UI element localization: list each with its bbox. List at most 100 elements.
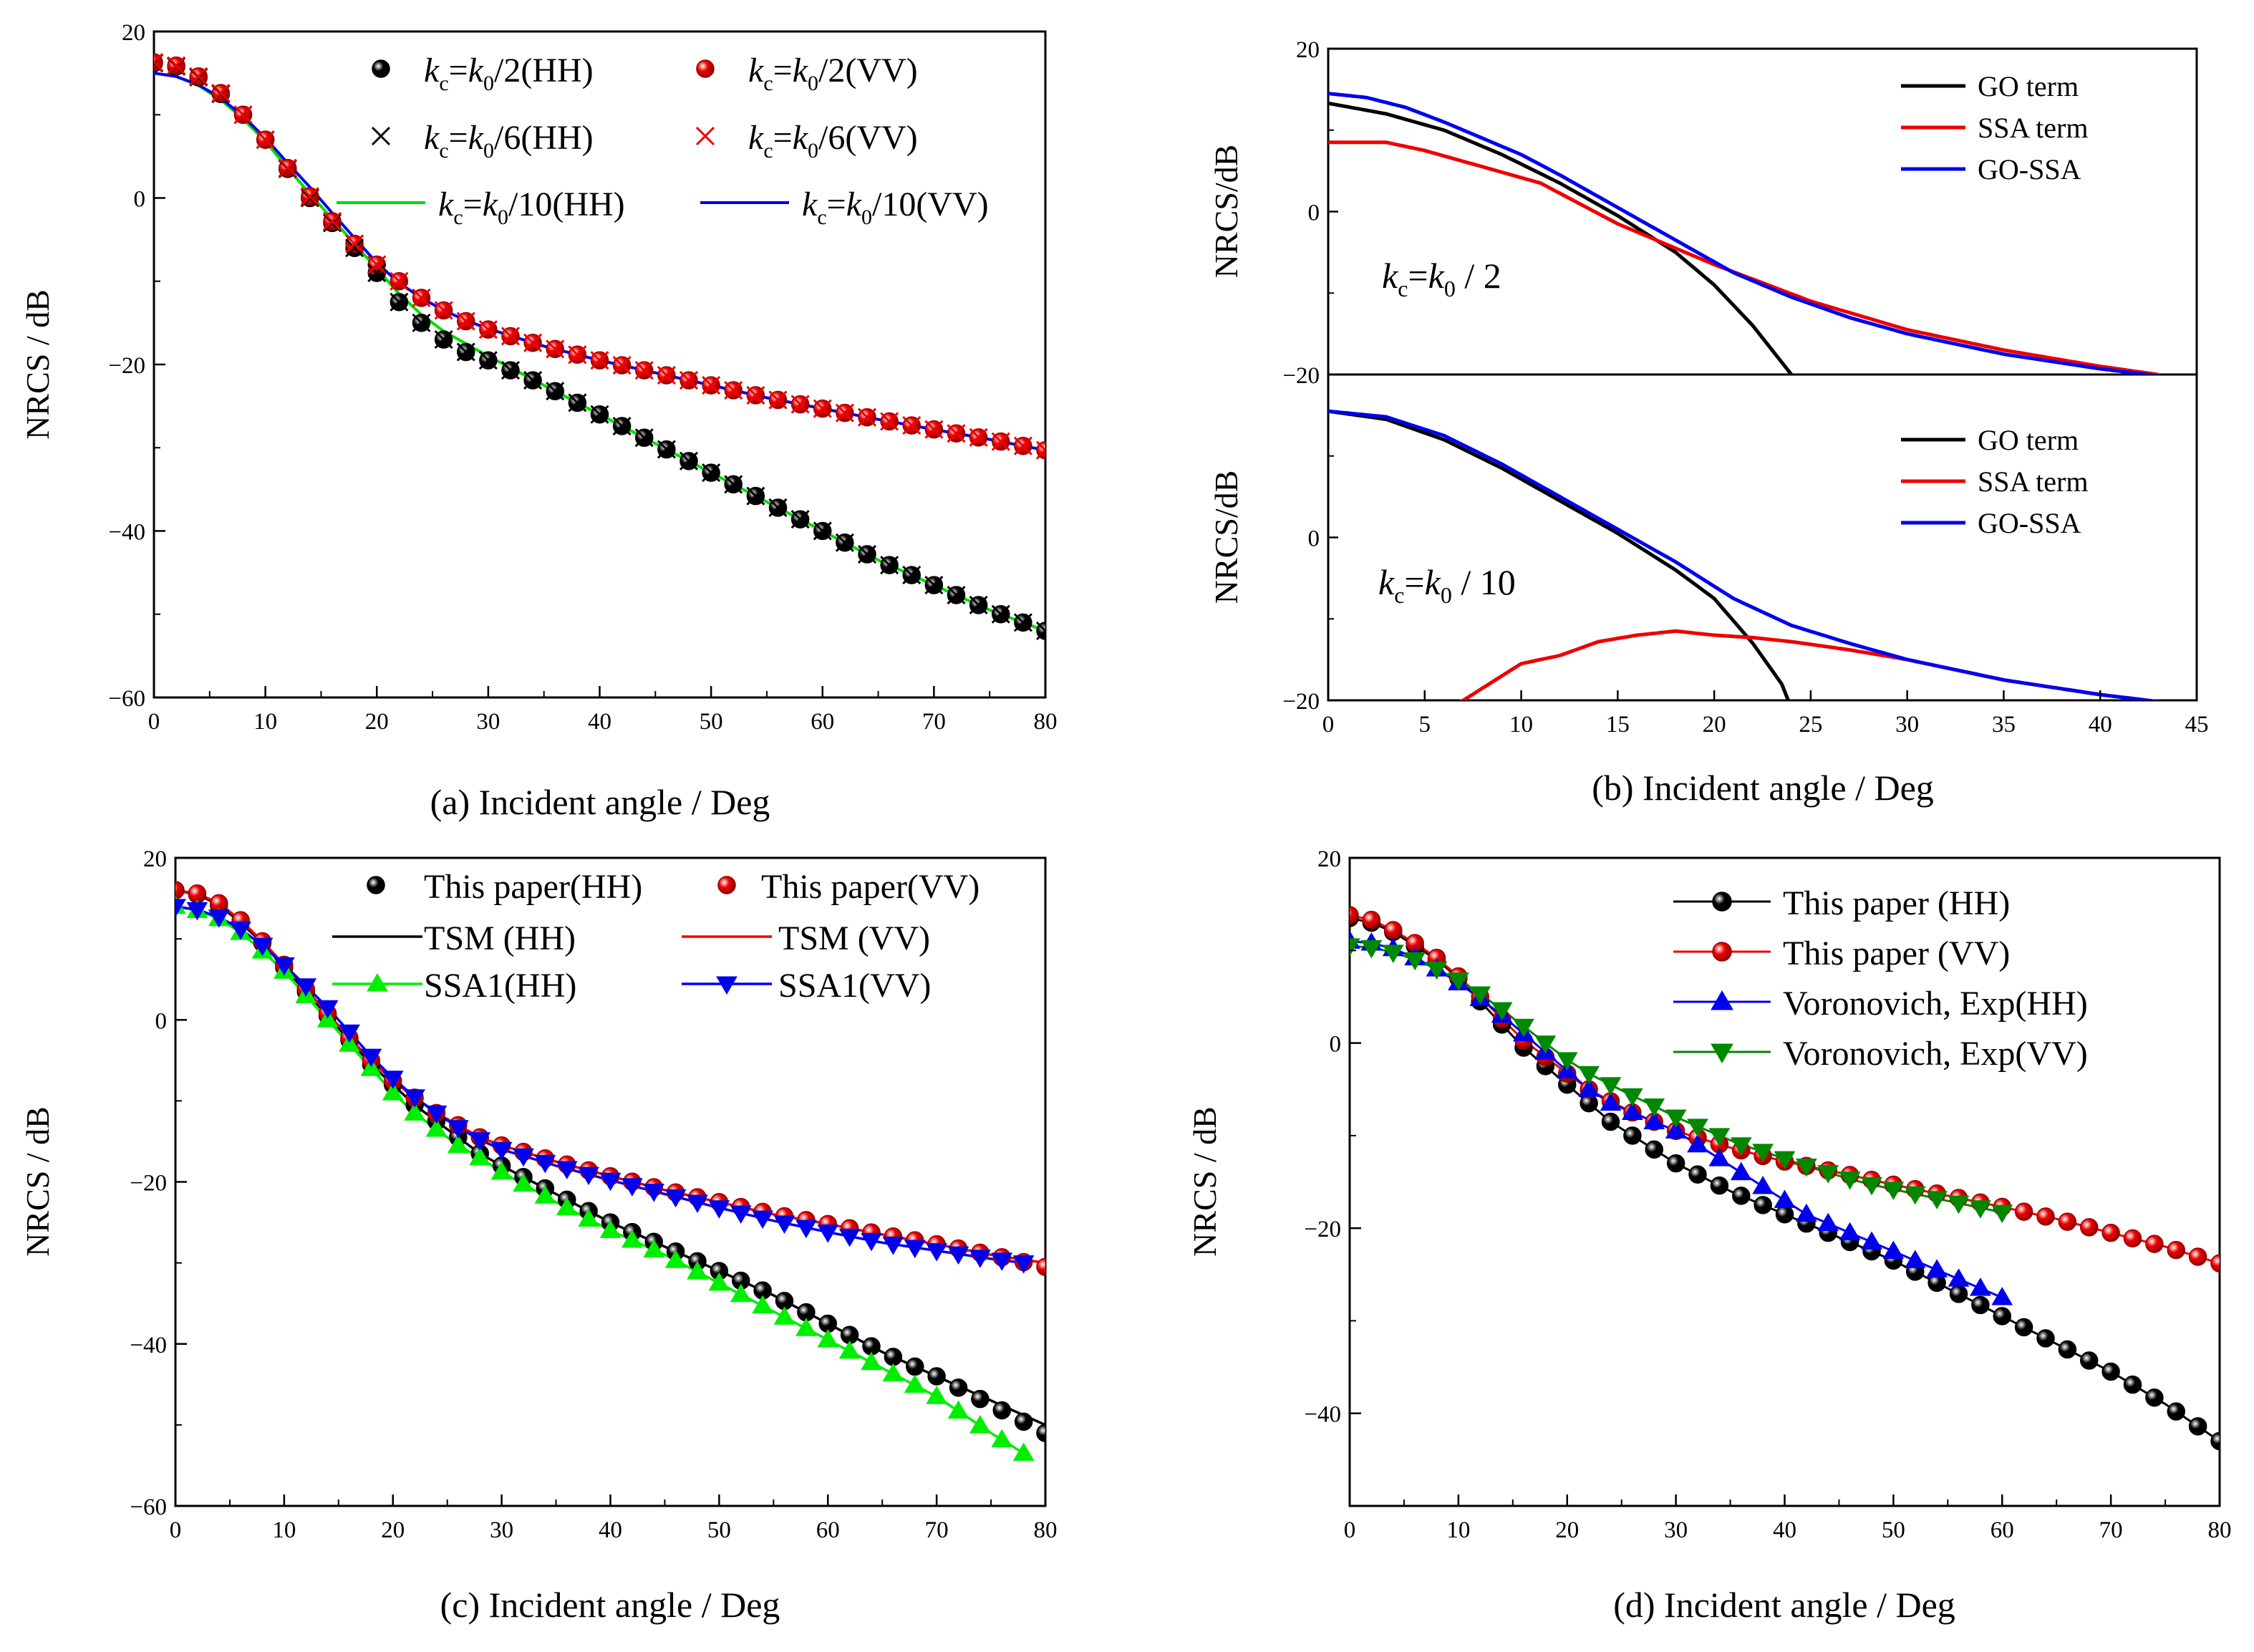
panel-a-x-tick-label: 80: [1034, 709, 1058, 735]
data-point-cross-vv: [657, 366, 676, 385]
data-point-vor-hh: [1817, 1212, 1839, 1232]
data-point-cross-hh: [1035, 621, 1045, 641]
data-point-ssa-hh: [513, 1173, 534, 1192]
panel-c-y-tick-label: −40: [130, 1333, 167, 1358]
data-point-cross-hh: [947, 585, 966, 605]
panel-b-y-tick-label: 20: [1296, 37, 1320, 63]
panel-c-x-tick-label: 80: [1034, 1517, 1058, 1543]
data-point-ssa-hh: [382, 1082, 404, 1101]
data-point-ssa-hh: [448, 1134, 469, 1154]
data-point-hh: [1732, 1187, 1751, 1205]
data-point-vor-vv: [1404, 952, 1426, 971]
data-point-cross-hh: [679, 451, 699, 470]
legend-label: SSA1(VV): [778, 967, 931, 1005]
panel-a-y-tick-label: −60: [108, 686, 145, 712]
data-point-cross-vv: [1035, 440, 1045, 460]
data-point-ssa-vv: [904, 1240, 926, 1259]
data-point-vor-vv: [1382, 945, 1404, 963]
data-point-hh: [1645, 1140, 1663, 1159]
legend-ratio: /6(HH): [494, 119, 594, 157]
legend-ratio: /2(VV): [818, 52, 918, 90]
panel-b-caption: (b) Incident angle / Deg: [1592, 768, 1934, 808]
data-point-ssa-hh: [773, 1306, 795, 1325]
panel-c-x-tick-label: 30: [490, 1517, 513, 1543]
data-point-cross-hh: [790, 510, 810, 529]
data-point-cross-vv: [390, 271, 409, 291]
data-point-vor-vv: [1817, 1165, 1839, 1184]
panel-d-plot-area: [1350, 906, 2220, 1451]
legend-label: GO term: [1978, 70, 2079, 102]
data-point-cross-vv: [500, 327, 521, 346]
data-point-cross-hh: [612, 416, 632, 436]
data-point-cross-vv: [612, 356, 632, 375]
panel-a-x-tick-label: 0: [148, 709, 160, 735]
data-point-cross-vv: [679, 371, 699, 390]
data-point-vor-hh: [1970, 1277, 1991, 1296]
legend-ratio: /6(VV): [818, 119, 918, 157]
data-point-ssa-vv: [838, 1229, 861, 1247]
data-point-ssa-vv: [643, 1184, 665, 1202]
panel-c-caption: (c) Incident angle / Deg: [440, 1585, 780, 1625]
legend-symbol-k: k: [424, 119, 440, 157]
legend-marker: [367, 973, 388, 992]
data-point-vor-hh: [1926, 1259, 1948, 1277]
legend-label: GO term: [1978, 424, 2079, 456]
data-point-hh: [1014, 1412, 1033, 1431]
data-point-ssa-hh: [643, 1239, 665, 1258]
panel-a-y-tick-label: −40: [108, 520, 145, 546]
legend-label: SSA term: [1978, 465, 2088, 498]
legend-marker: [1711, 1043, 1733, 1064]
panel-d-x-tick-label: 80: [2208, 1517, 2232, 1543]
data-point-vv: [1036, 1257, 1045, 1277]
data-point-vor-hh: [1643, 1111, 1665, 1129]
data-point-vor-vv: [1513, 1018, 1534, 1038]
panel-b-bottom-annotation: kc=k0 / 10: [1378, 562, 1516, 608]
data-point-vor-vv: [1796, 1159, 1817, 1177]
data-point-vor-vv: [1600, 1077, 1622, 1096]
data-point-vor-hh: [1774, 1189, 1796, 1208]
data-point-ssa-vv: [295, 978, 317, 997]
panel-b-x-tick-label: 20: [1703, 712, 1726, 738]
data-point-ssa-hh: [947, 1400, 969, 1419]
data-point-cross-vv: [813, 399, 832, 418]
data-point-vor-vv: [1622, 1088, 1643, 1107]
data-point-ssa-vv: [621, 1178, 643, 1197]
data-point-ssa-hh: [404, 1102, 425, 1121]
legend-label: This paper(HH): [424, 868, 642, 906]
data-point-vor-vv: [1752, 1144, 1774, 1162]
data-point-hh: [2058, 1340, 2077, 1359]
data-point-hh: [2145, 1388, 2164, 1407]
legend-label: Voronovich, Exp(VV): [1783, 1035, 2088, 1073]
legend-ratio: /10(HH): [508, 185, 625, 223]
data-point-cross-hh: [857, 544, 877, 564]
panel-d-x-tick-label: 60: [1991, 1517, 2014, 1543]
data-point-cross-vv: [991, 432, 1010, 451]
panel-d: 0 10 20 30 40 50 60 70 80 20 0 −20 −40 NRCS / dB (d)…: [1186, 846, 2232, 1625]
data-point-hh: [971, 1389, 990, 1409]
series-line-go-term: [1328, 101, 1793, 375]
data-point-cross-vv: [367, 255, 387, 274]
data-point-cross-vv: [189, 67, 208, 86]
legend-sub-c: c: [453, 206, 463, 229]
legend-marker: [717, 876, 736, 894]
panel-c-legend: This paper(HH) This paper(VV) TSM (HH) TSM …: [332, 868, 980, 1005]
data-point-vor-hh: [1708, 1148, 1731, 1166]
data-point-ssa-hh: [861, 1351, 882, 1371]
legend-eq: =: [449, 52, 468, 90]
data-point-ssa-vv: [175, 899, 186, 917]
panel-b-plot-area: [1328, 92, 2163, 700]
panel-c-x-tick-label: 40: [599, 1517, 622, 1543]
legend-symbol-k: k: [424, 52, 440, 90]
data-point-cross-hh: [969, 595, 988, 615]
legend-sub-0: 0: [861, 206, 872, 229]
legend-marker: [372, 59, 390, 78]
legend-symbol-k0: k: [846, 185, 863, 223]
data-point-cross-hh: [546, 382, 565, 401]
data-point-vv: [188, 884, 207, 903]
data-point-vv: [2145, 1235, 2164, 1253]
legend-symbol-k0: k: [793, 119, 809, 157]
data-point-ssa-vv: [230, 922, 251, 940]
data-point-cross-hh: [478, 351, 498, 370]
legend-marker: [1712, 942, 1732, 962]
data-point-vor-vv: [1360, 939, 1383, 959]
